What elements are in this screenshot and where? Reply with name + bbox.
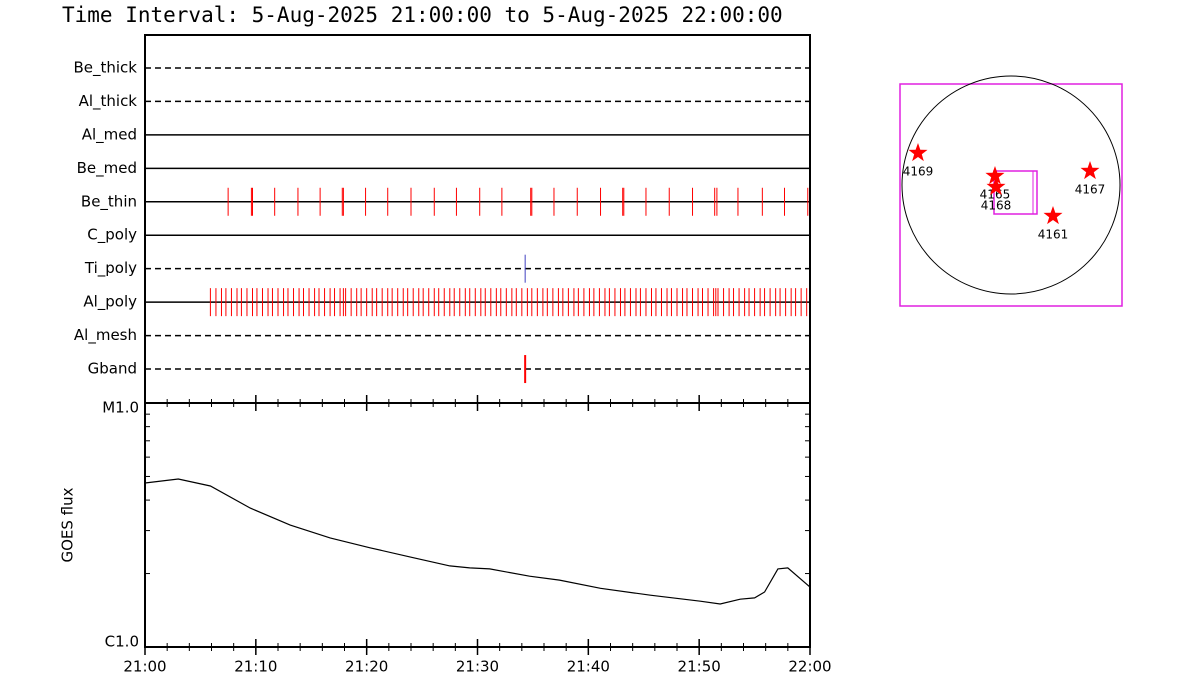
y-axis-label: GOES flux: [59, 487, 77, 562]
x-tick-label: 21:30: [456, 658, 499, 676]
row-label: Gband: [88, 360, 137, 378]
chart-title: Time Interval: 5-Aug-2025 21:00:00 to 5-…: [62, 3, 783, 27]
map-frame: [899, 83, 1123, 307]
x-tick-label: 21:10: [234, 658, 277, 676]
row-label: C_poly: [87, 226, 137, 245]
y-tick-label: C1.0: [105, 633, 139, 651]
goes-line: [144, 478, 811, 605]
row-label: Al_thick: [79, 92, 138, 111]
x-tick-label: 21:50: [678, 658, 721, 676]
x-tick-label: 22:00: [788, 658, 831, 676]
x-tick-label: 21:40: [567, 658, 610, 676]
x-tick-label: 21:20: [345, 658, 388, 676]
region-star: [908, 143, 928, 162]
region-label: 4168: [981, 199, 1012, 213]
row-label: Be_thick: [73, 58, 137, 77]
region-label: 4169: [903, 165, 934, 179]
row-label: Ti_poly: [84, 259, 137, 278]
row-label: Al_poly: [83, 293, 137, 312]
y-tick-label: M1.0: [102, 399, 139, 417]
region-star: [985, 166, 1005, 185]
region-label: 4167: [1075, 182, 1106, 196]
field-of-view: [993, 170, 1038, 215]
region-label: 4161: [1038, 227, 1069, 241]
solar-disk: [901, 75, 1121, 295]
row-label: Be_thin: [81, 192, 137, 211]
row-label: Al_med: [82, 125, 137, 144]
region-star: [1043, 206, 1063, 225]
region-star: [986, 177, 1006, 196]
region-label: 4165: [980, 188, 1011, 202]
region-star: [1080, 161, 1100, 180]
filter-panel: [144, 34, 811, 404]
row-label: Be_med: [77, 159, 137, 178]
goes-panel: [144, 402, 811, 648]
row-label: Al_mesh: [74, 326, 137, 345]
x-tick-label: 21:00: [123, 658, 166, 676]
